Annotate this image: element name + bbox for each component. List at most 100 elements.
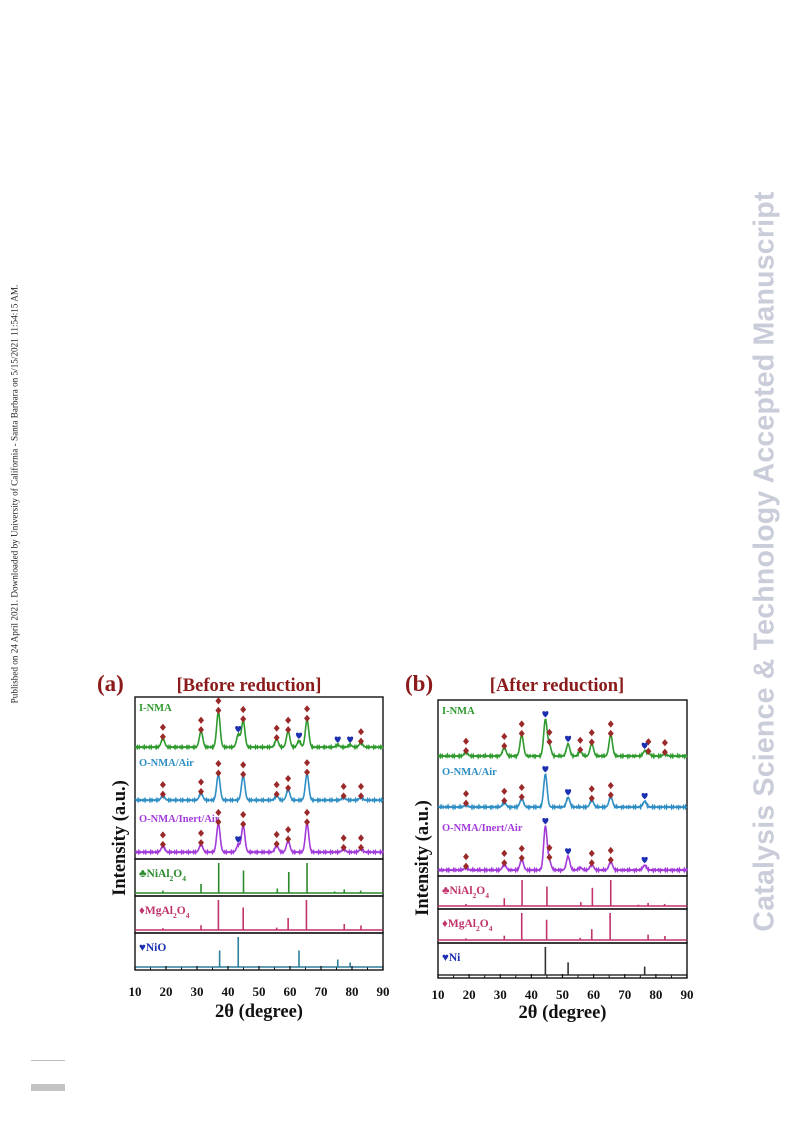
club-marker — [607, 846, 614, 855]
heart-marker — [235, 836, 242, 843]
club-marker — [240, 705, 247, 714]
club-marker — [273, 830, 280, 839]
club-marker — [518, 720, 525, 728]
spinel-marker — [159, 781, 166, 798]
heart-marker — [235, 726, 242, 733]
diamond-marker — [546, 853, 553, 861]
diamond-marker — [463, 862, 470, 870]
spinel-marker — [215, 697, 222, 714]
xrd-panel-a: (a) [Before reduction] I-NMA O-NMA/Air O-NMA… — [97, 671, 390, 1022]
reference-frame — [134, 932, 384, 971]
club-marker — [285, 716, 292, 724]
spinel-marker — [463, 790, 470, 807]
diamond-marker — [215, 706, 222, 714]
spinel-marker — [501, 732, 508, 750]
reference-label: ♦MgAl2O4 — [442, 918, 493, 933]
reference-frame — [437, 942, 688, 979]
series-label: I-NMA — [442, 706, 475, 717]
club-marker — [304, 759, 311, 767]
diamond-marker — [518, 729, 525, 738]
diamond-marker — [463, 799, 470, 807]
spinel-marker — [240, 761, 247, 778]
spinel-marker — [198, 716, 205, 734]
spinel-marker — [215, 808, 222, 826]
x-tick-label: 30 — [191, 984, 204, 999]
club-marker — [273, 781, 280, 789]
diamond-marker — [463, 747, 470, 755]
trace-o-nma-inert-air — [134, 822, 384, 856]
reference-label: ♣NiAl2O4 — [442, 885, 489, 900]
club-marker — [159, 723, 166, 731]
heart-marker — [542, 711, 549, 718]
spinel-marker — [273, 724, 280, 742]
x-tick-label: 60 — [284, 984, 297, 999]
diamond-marker — [645, 747, 652, 755]
spinel-marker — [240, 705, 247, 723]
diamond-marker — [285, 784, 292, 792]
spinel-marker — [661, 739, 668, 756]
heart-marker — [542, 766, 549, 773]
diamond-marker — [501, 742, 508, 750]
club-marker — [215, 808, 222, 817]
club-marker — [215, 697, 222, 705]
club-marker — [501, 849, 508, 857]
diamond-marker — [240, 820, 247, 828]
series-label: O-NMA/Inert/Air — [139, 814, 220, 825]
club-marker — [159, 831, 166, 839]
spinel-marker — [588, 785, 595, 802]
x-tick-label: 40 — [525, 987, 538, 1002]
spinel-marker — [463, 853, 470, 870]
diamond-marker — [198, 839, 205, 847]
spinel-marker — [285, 826, 292, 843]
spinel-marker — [340, 834, 347, 852]
heart-marker — [542, 817, 549, 825]
diamond-marker — [661, 748, 668, 756]
trace-o-nma-inert-air — [437, 824, 688, 874]
spinel-marker — [357, 834, 364, 852]
spinel-marker — [588, 849, 595, 867]
heart-marker — [347, 736, 354, 743]
club-marker — [577, 736, 584, 744]
diamond-marker — [273, 840, 280, 848]
spinel-marker — [607, 781, 614, 799]
x-tick-label: 80 — [649, 987, 662, 1002]
spinel-marker — [215, 759, 222, 777]
club-marker — [501, 787, 508, 795]
diamond-marker — [546, 738, 553, 746]
club-marker — [357, 728, 364, 736]
diamond-marker — [198, 726, 205, 734]
club-marker — [463, 737, 470, 745]
y-axis-title: Intensity (a.u.) — [110, 780, 130, 896]
x-tick-label: 10 — [432, 987, 445, 1002]
diamond-marker — [577, 746, 584, 754]
spinel-marker — [518, 783, 525, 801]
x-tick-label: 80 — [346, 984, 359, 999]
x-tick-label: 60 — [587, 987, 600, 1002]
diamond-marker — [588, 738, 595, 746]
spinel-marker — [285, 716, 292, 734]
diamond-marker — [198, 787, 205, 796]
footer-rule — [31, 1060, 65, 1061]
club-marker — [340, 834, 347, 842]
heart-marker — [295, 732, 303, 739]
series-label: O-NMA/Air — [139, 758, 194, 769]
club-marker — [607, 781, 614, 790]
heart-marker — [641, 856, 648, 864]
sample-frame — [134, 696, 384, 860]
spinel-marker — [463, 737, 470, 755]
x-tick-label: 70 — [315, 984, 328, 999]
diamond-marker — [215, 769, 222, 777]
club-marker — [463, 853, 470, 861]
diamond-marker — [304, 714, 311, 722]
diamond-marker — [159, 790, 166, 798]
spinel-marker — [501, 849, 508, 867]
diamond-marker — [588, 859, 595, 867]
spinel-marker — [304, 808, 311, 826]
diamond-marker — [357, 737, 364, 745]
series-label: O-NMA/Inert/Air — [442, 823, 523, 834]
trace-i-nma — [134, 710, 384, 751]
heart-marker — [565, 789, 572, 796]
diamond-marker — [607, 791, 614, 799]
spinel-marker — [501, 787, 508, 805]
